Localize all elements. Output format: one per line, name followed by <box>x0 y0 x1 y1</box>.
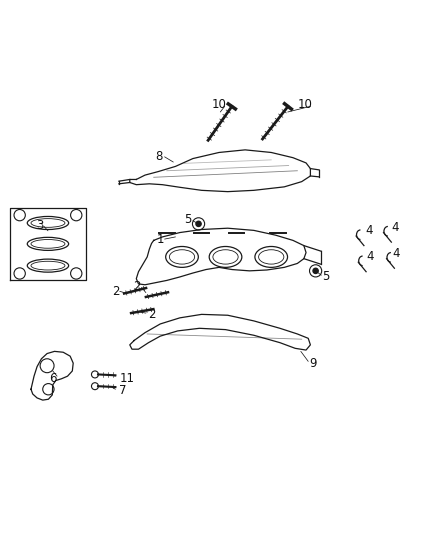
Text: 4: 4 <box>393 247 400 260</box>
Text: 4: 4 <box>365 224 373 237</box>
Text: 5: 5 <box>322 270 329 282</box>
Circle shape <box>313 268 318 273</box>
Text: 7: 7 <box>119 384 126 397</box>
Text: 2: 2 <box>134 280 141 294</box>
Text: 11: 11 <box>120 372 135 385</box>
Text: 2: 2 <box>112 285 119 298</box>
Circle shape <box>196 221 201 227</box>
Text: 6: 6 <box>49 372 57 385</box>
Text: 3: 3 <box>36 219 43 232</box>
Text: 4: 4 <box>392 221 399 234</box>
Text: 2: 2 <box>148 308 155 321</box>
Text: 10: 10 <box>212 98 226 111</box>
Text: 5: 5 <box>184 213 191 226</box>
Text: 1: 1 <box>156 232 164 246</box>
Text: 9: 9 <box>309 357 316 370</box>
Text: 8: 8 <box>155 150 162 163</box>
Text: 10: 10 <box>298 98 313 111</box>
Text: 4: 4 <box>367 251 374 263</box>
